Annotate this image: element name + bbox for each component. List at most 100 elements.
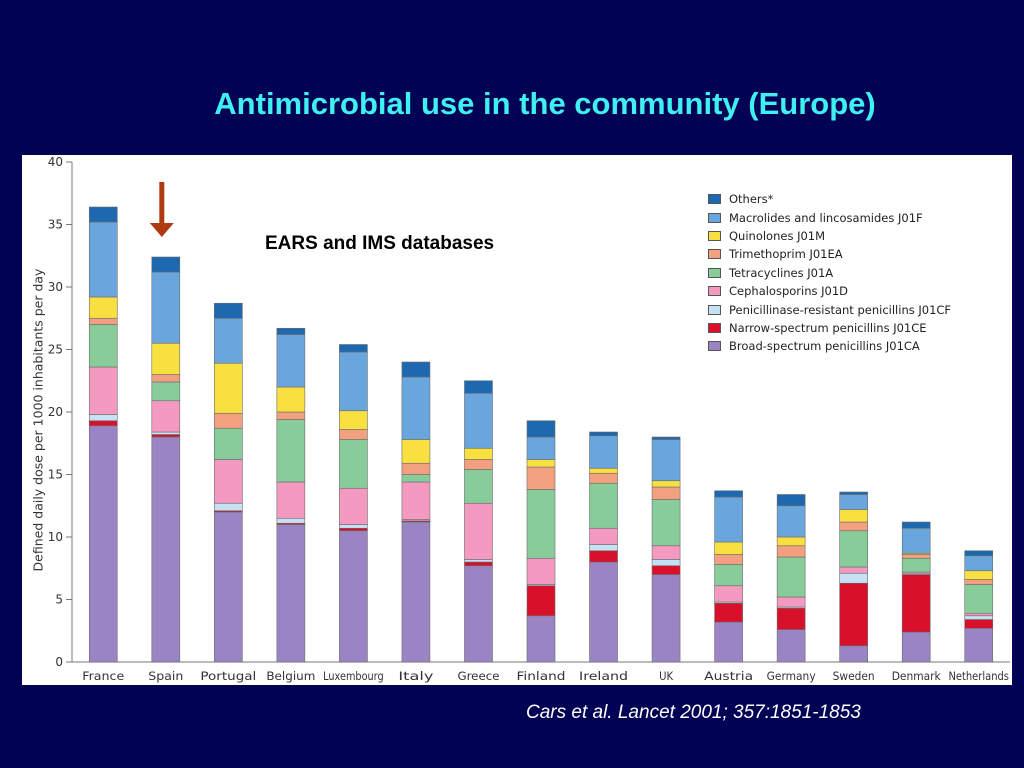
legend-label: Others* — [729, 192, 774, 207]
legend-item: Narrow-spectrum penicillins J01CE — [708, 319, 1008, 337]
bar-segment-netherlands-0 — [964, 627, 994, 663]
bar-segment-uk-3 — [651, 545, 681, 560]
bar-segment-netherlands-8 — [964, 550, 994, 557]
x-tick-label: France — [82, 669, 124, 683]
x-tick-label: Italy — [398, 669, 433, 683]
bar-segment-denmark-4 — [901, 557, 931, 573]
bar-segment-netherlands-1 — [964, 619, 994, 629]
x-tick-label: Finland — [517, 669, 566, 683]
legend-swatch — [708, 304, 721, 315]
bar-segment-germany-8 — [776, 494, 806, 507]
legend-item: Trimethoprim J01EA — [708, 245, 1008, 263]
x-tick-label: UK — [659, 669, 673, 683]
legend-label: Quinolones J01M — [729, 228, 826, 243]
legend-item: Cephalosporins J01D — [708, 282, 1008, 300]
bar-segment-sweden-2 — [839, 572, 868, 584]
x-tick-label: Denmark — [892, 669, 941, 683]
bar-segment-ireland-3 — [589, 527, 618, 545]
bar-segment-greece-7 — [464, 392, 493, 449]
bar-segment-finland-7 — [526, 436, 556, 460]
bar-segment-germany-5 — [776, 545, 806, 558]
bar-segment-ireland-2 — [589, 544, 618, 552]
bar-segment-luxembourg-3 — [339, 487, 368, 525]
bar-segment-france-0 — [88, 425, 118, 663]
bar-segment-portugal-5 — [214, 412, 243, 429]
y-tick-label: 30 — [48, 280, 63, 294]
bar-segment-netherlands-7 — [964, 555, 994, 572]
bar-segment-spain-0 — [151, 436, 181, 663]
y-tick-label: 5 — [55, 593, 63, 607]
bar-segment-greece-6 — [464, 447, 493, 460]
x-tick-label: Sweden — [833, 669, 875, 683]
x-tick-label: Spain — [148, 669, 183, 683]
legend-swatch — [708, 194, 721, 205]
bar-segment-netherlands-5 — [964, 579, 994, 585]
bar-segment-finland-8 — [526, 420, 556, 438]
bar-segment-spain-6 — [151, 342, 181, 375]
bar-segment-luxembourg-8 — [339, 344, 368, 353]
legend-swatch — [708, 249, 721, 260]
bar-segment-uk-0 — [651, 574, 681, 663]
bar-segment-ireland-7 — [589, 435, 618, 469]
bar-segment-netherlands-3 — [964, 612, 994, 617]
bar-segment-portugal-8 — [214, 302, 243, 319]
bar-segment-france-8 — [88, 206, 118, 223]
bar-segment-france-7 — [88, 221, 118, 298]
chart-panel: 0 5 10 15 20 25 30 35 40 France Spain Portugal Belgi… — [22, 155, 1012, 685]
bar-segment-portugal-7 — [214, 317, 243, 364]
x-tick-label: Netherlands — [948, 669, 1009, 683]
bar-segment-sweden-7 — [839, 494, 868, 510]
bar-segment-italy-5 — [401, 462, 431, 475]
bar-segment-france-5 — [88, 317, 118, 325]
chart-legend: Others* Macrolides and lincosamides J01F Q… — [708, 190, 1008, 356]
bar-segment-austria-3 — [714, 585, 743, 603]
y-tick-label: 15 — [48, 468, 63, 482]
legend-swatch — [708, 341, 721, 352]
bar-segment-ireland-0 — [589, 561, 618, 663]
legend-item: Tetracyclines J01A — [708, 264, 1008, 282]
x-tick-label: Belgium — [266, 669, 315, 683]
slide-title: Antimicrobial use in the community (Euro… — [214, 86, 876, 121]
bar-segment-germany-0 — [776, 629, 806, 663]
legend-label: Penicillinase-resistant penicillins J01C… — [729, 302, 952, 317]
bar-segment-netherlands-6 — [964, 570, 994, 580]
bar-segment-netherlands-2 — [964, 615, 994, 620]
stacked-bar-chart: 0 5 10 15 20 25 30 35 40 France Spain Portugal Belgi… — [48, 155, 1010, 683]
bar-segment-uk-5 — [651, 486, 681, 500]
legend-label: Cephalosporins J01D — [729, 284, 849, 299]
bar-segment-uk-4 — [651, 499, 681, 547]
bar-segment-spain-2 — [151, 431, 181, 435]
bar-segment-austria-0 — [714, 621, 743, 663]
bar-segment-portugal-4 — [214, 427, 243, 460]
bar-segment-germany-3 — [776, 596, 806, 608]
bar-segment-belgium-0 — [276, 524, 306, 663]
bar-segment-belgium-7 — [276, 334, 306, 388]
bar-segment-italy-8 — [401, 361, 431, 378]
bar-segment-austria-7 — [714, 496, 743, 543]
bar-segment-denmark-0 — [901, 631, 931, 663]
chart-annotation: EARS and IMS databases — [265, 233, 495, 254]
bar-segment-greece-5 — [464, 459, 493, 470]
bar-segment-ireland-4 — [589, 482, 618, 529]
y-tick-label: 20 — [48, 405, 63, 419]
bar-segment-spain-4 — [151, 381, 181, 402]
highlight-arrow-head — [149, 223, 174, 237]
bar-segment-luxembourg-4 — [339, 439, 368, 489]
x-tick-label: Austria — [704, 669, 753, 683]
bar-segment-ireland-8 — [589, 431, 618, 437]
bar-segment-uk-2 — [651, 559, 681, 567]
bar-segment-italy-4 — [401, 474, 431, 483]
bar-segment-greece-8 — [464, 380, 493, 394]
bar-segment-luxembourg-2 — [339, 524, 368, 529]
bar-segment-portugal-2 — [214, 502, 243, 512]
bar-segment-uk-8 — [651, 436, 681, 440]
legend-swatch — [708, 322, 721, 333]
legend-item: Quinolones J01M — [708, 227, 1008, 245]
y-tick-label: 25 — [48, 343, 63, 357]
bar-segment-ireland-1 — [589, 550, 618, 563]
bar-segment-austria-1 — [714, 602, 743, 623]
bar-segment-sweden-3 — [839, 566, 868, 574]
legend-label: Narrow-spectrum penicillins J01CE — [729, 320, 927, 335]
y-tick-label: 10 — [48, 530, 63, 544]
bar-segment-greece-1 — [464, 561, 493, 567]
